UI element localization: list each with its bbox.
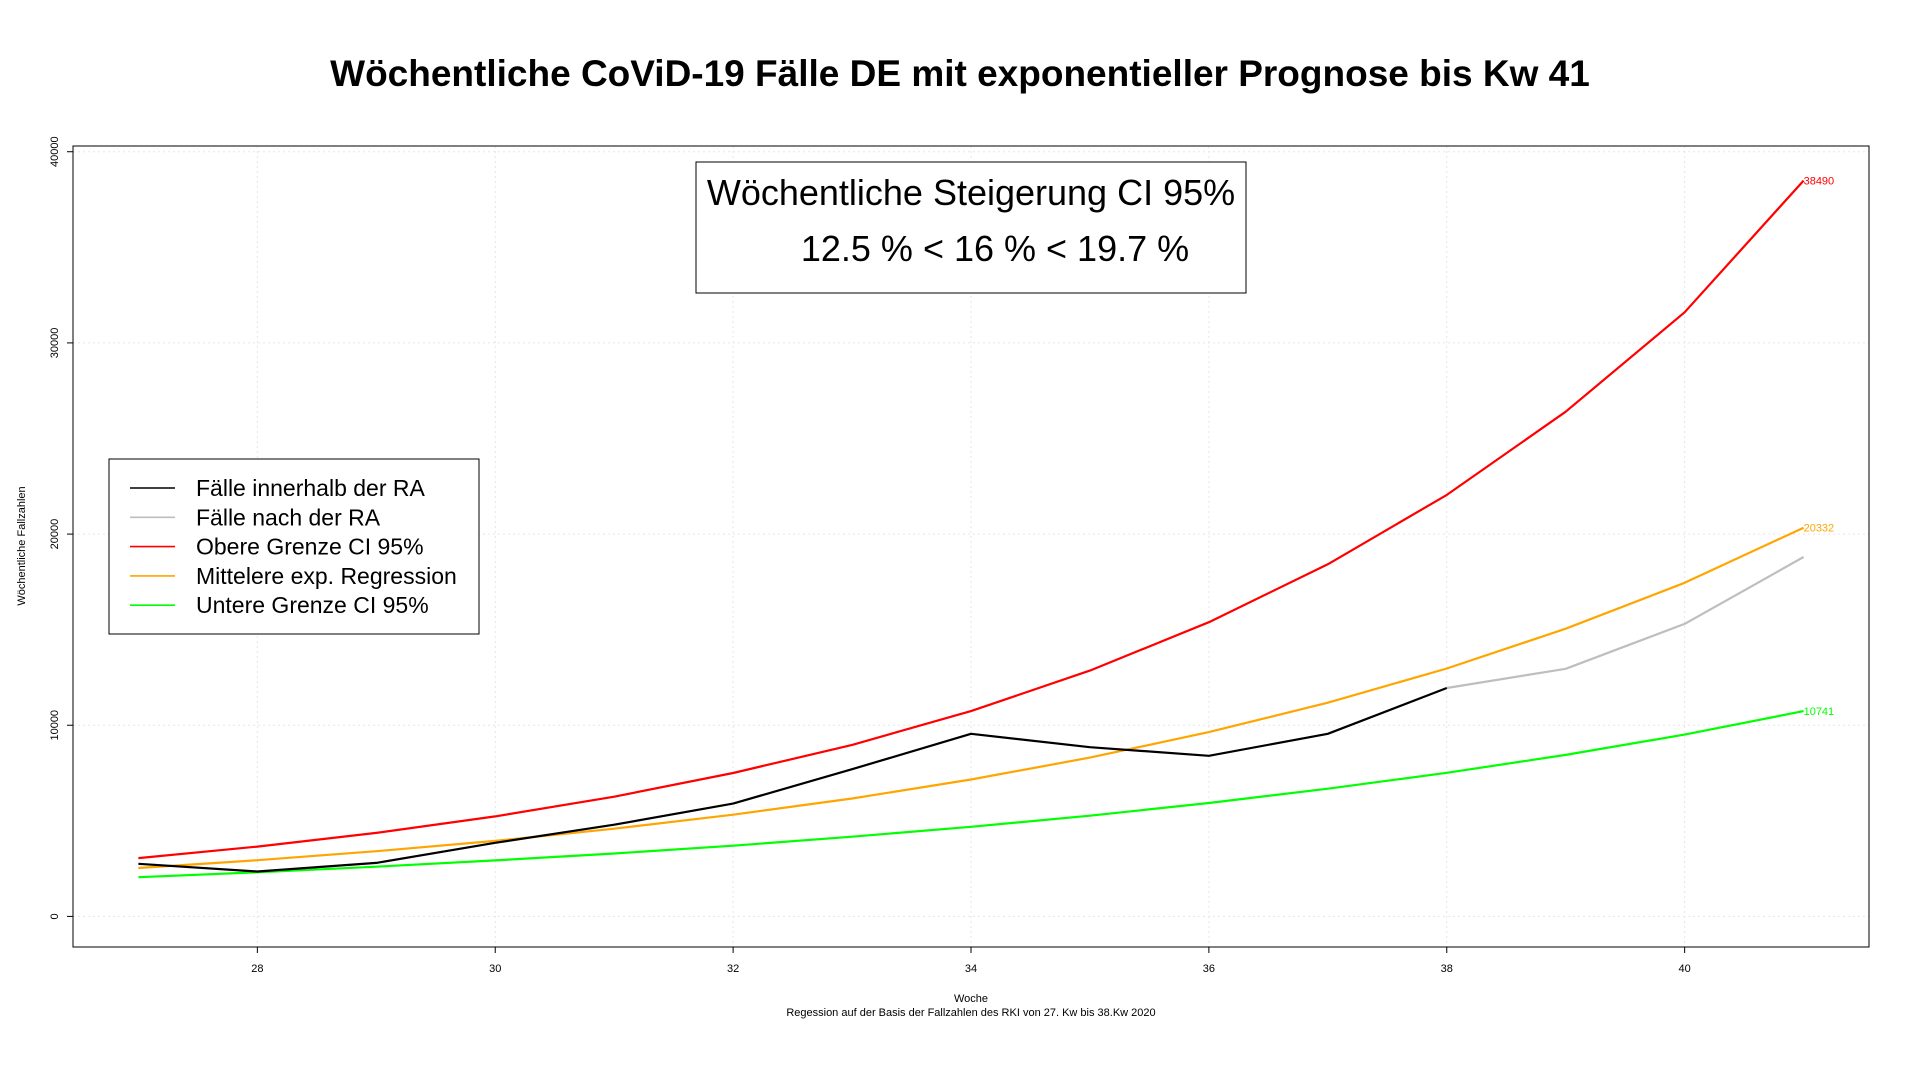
series-line-3 <box>138 526 1805 870</box>
grid <box>73 146 1869 947</box>
x-tick-label: 34 <box>965 963 977 975</box>
y-tick-label: 30000 <box>49 328 61 359</box>
info-box: Wöchentliche Steigerung CI 95% 12.5 % < … <box>695 161 1247 294</box>
x-tick-label: 30 <box>489 963 501 975</box>
legend-label-3: Mittelere exp. Regression <box>196 563 457 589</box>
legend-label-1: Fälle nach der RA <box>196 504 381 530</box>
legend-label-0: Fälle innerhalb der RA <box>196 475 426 501</box>
series-line-4 <box>138 710 1804 879</box>
series-line-1 <box>1446 556 1805 690</box>
series-line-2 <box>138 179 1805 860</box>
y-tick-label: 40000 <box>49 136 61 167</box>
info-box-line1: Wöchentliche Steigerung CI 95% <box>707 172 1235 213</box>
x-axis: 28 30 32 34 36 38 40 <box>251 947 1691 975</box>
x-axis-subtitle: Regession auf der Basis der Fallzahlen d… <box>786 1007 1155 1019</box>
x-tick-label: 38 <box>1441 963 1453 975</box>
legend-label-4: Untere Grenze CI 95% <box>196 592 429 618</box>
x-tick-label: 28 <box>251 963 263 975</box>
chart-title: Wöchentliche CoViD-19 Fälle DE mit expon… <box>330 53 1590 94</box>
x-tick-label: 36 <box>1203 963 1215 975</box>
end-label-3: 20332 <box>1804 523 1835 535</box>
series-layer <box>138 179 1805 879</box>
legend: Fälle innerhalb der RA Fälle nach der RA O… <box>108 458 480 635</box>
y-axis-label: Wöchentliche Fallzahlen <box>16 486 28 605</box>
end-labels: 38490 20332 10741 <box>1804 176 1835 718</box>
y-tick-label: 0 <box>49 913 61 919</box>
y-tick-label: 20000 <box>49 519 61 550</box>
info-box-frame <box>695 161 1247 294</box>
info-box-line2: 12.5 % < 16 % < 19.7 % <box>801 228 1189 269</box>
end-label-2: 38490 <box>1804 176 1835 188</box>
series-line-0 <box>138 686 1448 873</box>
x-tick-label: 40 <box>1679 963 1691 975</box>
y-axis: 0 10000 20000 30000 40000 <box>49 136 73 919</box>
y-tick-label: 10000 <box>49 710 61 741</box>
legend-label-2: Obere Grenze CI 95% <box>196 534 424 560</box>
end-label-4: 10741 <box>1804 706 1835 718</box>
x-tick-label: 32 <box>727 963 739 975</box>
x-axis-label: Woche <box>954 993 988 1005</box>
